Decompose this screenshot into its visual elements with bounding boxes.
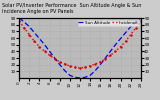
Text: Solar PV/Inverter Performance  Sun Altitude Angle & Sun Incidence Angle on PV Pa: Solar PV/Inverter Performance Sun Altitu… [2,3,141,14]
Legend: Sun Altitude, Incidence: Sun Altitude, Incidence [78,20,139,26]
